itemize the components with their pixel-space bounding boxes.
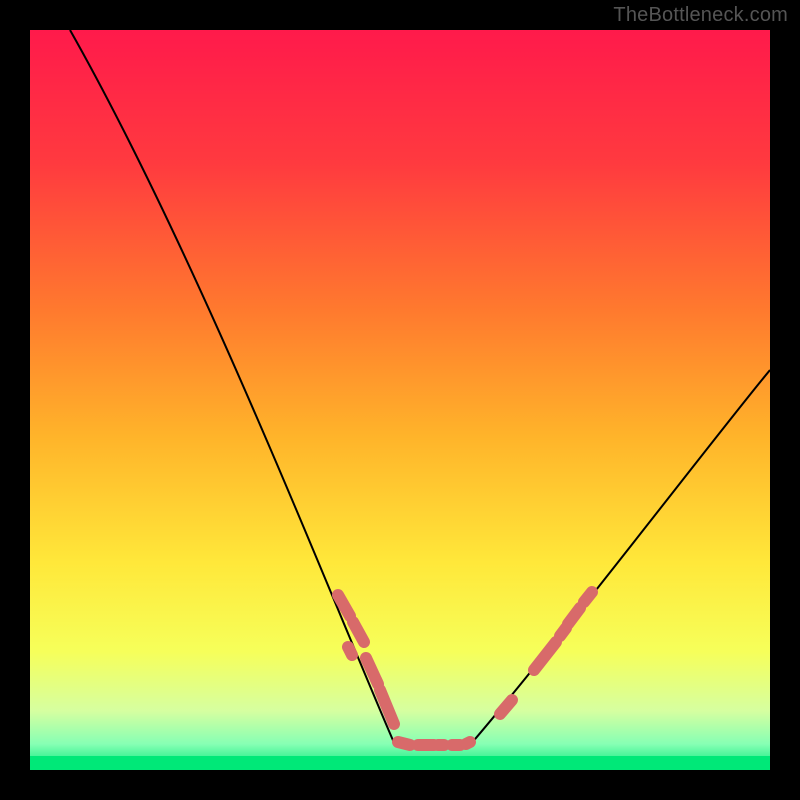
bottom-band <box>30 756 770 770</box>
watermark-text: TheBottleneck.com <box>613 4 788 27</box>
dash-bottom <box>398 742 470 745</box>
plot-background <box>30 30 770 770</box>
chart-container: TheBottleneck.com <box>0 0 800 800</box>
bottleneck-chart <box>0 0 800 800</box>
